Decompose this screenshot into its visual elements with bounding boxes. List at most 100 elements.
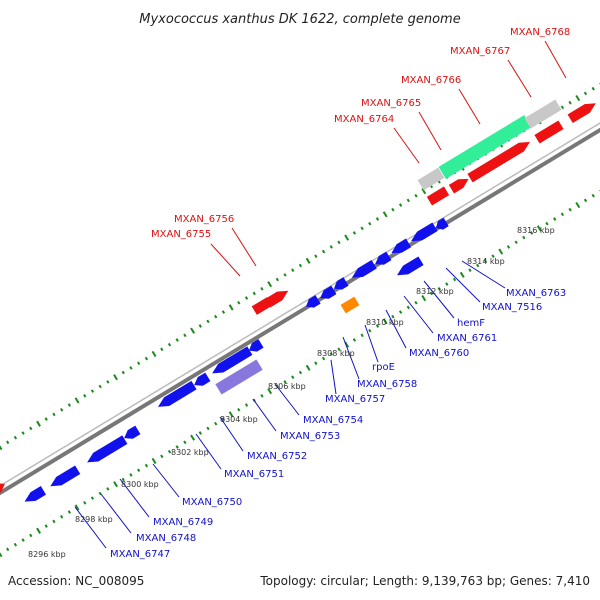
scale-tick	[260, 394, 264, 398]
gene-feature	[265, 290, 289, 308]
leader-line	[364, 324, 379, 363]
scale-tick	[83, 501, 87, 505]
scale-tick	[244, 296, 249, 300]
leader-line	[461, 260, 506, 289]
gene-feature	[249, 339, 264, 352]
scale-tick	[151, 350, 157, 358]
leader-line	[74, 506, 107, 549]
pseudogene-feature	[417, 167, 445, 191]
scale-tick	[421, 294, 427, 302]
gene-feature	[194, 372, 211, 386]
scale-tick	[568, 100, 572, 105]
map-title: Myxococcus xanthus DK 1622, complete gen…	[139, 12, 460, 27]
scale-tick	[337, 240, 341, 245]
scale-tick	[414, 193, 418, 198]
scale-tick	[167, 449, 172, 454]
scale-tick	[337, 347, 341, 352]
scale-tick	[267, 281, 273, 288]
scale-tick	[583, 198, 588, 203]
gene-label: MXAN_6750	[182, 497, 242, 508]
scale-tick	[329, 352, 333, 356]
gene-feature	[411, 222, 438, 242]
scale-tick	[214, 421, 218, 426]
scale-tick	[160, 347, 164, 352]
gene-feature	[534, 120, 564, 144]
scale-tick	[29, 533, 33, 538]
genome-backbone	[0, 122, 600, 496]
leader-line	[544, 40, 567, 79]
scale-tick	[568, 207, 572, 212]
gene-label: MXAN_6767	[450, 46, 510, 57]
scale-tick	[514, 240, 518, 245]
scale-tick	[83, 394, 87, 398]
scale-tick	[375, 217, 380, 221]
gene-feature	[375, 251, 392, 265]
kbp-label: 8310 kbp	[366, 318, 404, 327]
gene-label: MXAN_6761	[437, 333, 497, 344]
scale-tick	[237, 407, 241, 412]
scale-tick	[298, 263, 303, 268]
scale-tick	[560, 105, 565, 110]
scale-tick	[44, 524, 48, 528]
scale-tick	[198, 324, 202, 328]
gene-label: MXAN_6751	[224, 469, 284, 480]
outer-tick-track	[0, 82, 600, 451]
scale-tick	[382, 318, 388, 325]
gene-feature	[391, 238, 412, 254]
leader-line	[100, 493, 132, 534]
scale-tick	[459, 271, 465, 278]
scale-tick	[291, 268, 295, 272]
gene-feature	[0, 483, 5, 497]
scale-tick	[305, 364, 311, 371]
gene-feature	[397, 256, 424, 276]
leader-line	[445, 267, 481, 303]
gene-label: MXAN_6752	[247, 451, 307, 462]
scale-tick	[398, 203, 403, 207]
gene-label: MXAN_6747	[110, 549, 170, 560]
misc-feature	[438, 115, 532, 179]
leader-line	[219, 416, 244, 452]
scale-tick	[67, 403, 71, 407]
scale-tick	[60, 515, 64, 519]
scale-tick	[74, 504, 80, 511]
scale-tick	[121, 370, 125, 375]
gene-label: MXAN_6760	[409, 348, 469, 359]
scale-tick	[137, 361, 141, 366]
scale-tick	[74, 397, 80, 404]
scale-tick	[244, 403, 249, 407]
scale-tick	[314, 254, 318, 258]
scale-tick	[476, 263, 480, 268]
scale-tick	[228, 411, 234, 418]
gene-label: MXAN_6766	[401, 75, 461, 86]
scale-tick	[506, 245, 511, 249]
leader-line	[152, 463, 180, 498]
scale-tick	[21, 431, 25, 435]
scale-tick	[167, 342, 172, 347]
scale-tick	[298, 370, 303, 375]
backbone-highlight	[0, 122, 600, 487]
scale-tick	[553, 217, 557, 221]
rna-gene-feature	[340, 296, 360, 314]
scale-tick	[575, 94, 581, 102]
scale-tick	[129, 473, 133, 477]
gene-feature	[467, 141, 530, 183]
kbp-label: 8312 kbp	[416, 287, 454, 296]
scale-tick	[175, 445, 179, 449]
misc-feature	[215, 359, 263, 395]
scale-tick	[529, 231, 534, 235]
gene-feature	[24, 486, 47, 502]
kbp-label: 8304 kbp	[220, 415, 258, 424]
kbp-label: 8306 kbp	[268, 382, 306, 391]
leader-line	[231, 227, 257, 267]
scale-tick	[414, 300, 418, 305]
gene-feature	[306, 295, 321, 308]
scale-tick	[406, 305, 410, 310]
scale-tick	[291, 375, 295, 379]
scale-tick	[591, 86, 595, 91]
gene-label: MXAN_6755	[151, 229, 211, 240]
scale-tick	[452, 277, 457, 282]
gene-label: MXAN_6748	[136, 533, 196, 544]
genome-stats-label: Topology: circular; Length: 9,139,763 bp…	[260, 574, 590, 588]
